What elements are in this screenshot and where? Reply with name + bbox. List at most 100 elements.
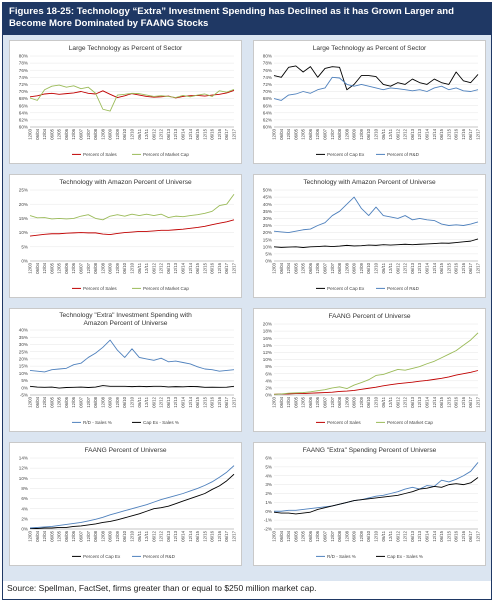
x-tick-label: 12/05 (57, 262, 62, 273)
chart-title: FAANG Percent of Universe (84, 447, 166, 454)
y-tick-label: 15% (19, 216, 28, 221)
x-tick-label: 12/13 (417, 128, 422, 139)
y-tick-label: 68% (19, 96, 28, 101)
x-tick-label: 12/04 (286, 530, 291, 541)
series-line-1 (274, 462, 479, 512)
source-note: Source: Spellman, FactSet, firms greater… (7, 583, 317, 593)
x-tick-label: 06/15 (439, 396, 444, 407)
x-tick-label: 12/08 (100, 530, 105, 541)
x-tick-label: 12/04 (42, 530, 47, 541)
series-line-2 (29, 385, 235, 389)
x-tick-label: 06/17 (224, 396, 229, 407)
legend-label: Cap Ex - Sales % (387, 554, 423, 559)
figure-title: Figures 18-25: Technology “Extra” Invest… (3, 3, 491, 35)
chart-svg: Technology "Extra" Investment Spending w… (19, 312, 237, 425)
x-tick-label: 12/04 (286, 128, 291, 139)
x-tick-label: 06/11 (137, 262, 142, 273)
y-tick-label: 1% (265, 500, 272, 505)
x-tick-label: 12/04 (286, 396, 291, 407)
x-tick-label: 12/09 (359, 128, 364, 139)
x-tick-label: 06/14 (181, 262, 186, 273)
x-tick-label: 06/07 (323, 262, 328, 273)
x-tick-label: 06/10 (366, 396, 371, 407)
x-tick-label: 06/07 (323, 530, 328, 541)
y-tick-label: 5% (265, 252, 272, 257)
chart-4: Technology with Amazon Percent of Univer… (253, 174, 486, 298)
y-tick-label: 80% (263, 54, 272, 59)
chart-title: Large Technology as Percent of Sector (69, 45, 183, 52)
y-tick-label: 72% (19, 82, 28, 87)
y-tick-label: 10% (19, 371, 28, 376)
x-tick-label: 12/09 (115, 396, 120, 407)
series-line-2 (273, 196, 479, 234)
y-tick-label: 74% (19, 75, 28, 80)
y-tick-label: 72% (263, 82, 272, 87)
x-tick-label: 12/12 (159, 262, 164, 273)
legend-label: R/D - Sales % (327, 554, 356, 559)
x-tick-label: 06/08 (93, 262, 98, 273)
x-tick-label: 12/13 (173, 262, 178, 273)
x-tick-label: 12/07 (86, 530, 91, 541)
x-tick-label: 12/05 (301, 396, 306, 407)
chart-6: FAANG Percent of Universe 0% 2% 4% 6% 8% 10% 12… (253, 308, 486, 432)
series-line-2 (273, 76, 479, 101)
y-tick-label: 0% (265, 259, 272, 264)
y-tick-label: 15% (19, 364, 28, 369)
x-tick-label: 12/13 (173, 396, 178, 407)
y-tick-label: 76% (263, 68, 272, 73)
x-tick-label: 06/09 (352, 530, 357, 541)
x-tick-label: 06/11 (137, 128, 142, 139)
x-tick-label: 06/13 (410, 530, 415, 541)
x-tick-label: 06/16 (454, 262, 459, 273)
x-tick-label: 06/15 (439, 530, 444, 541)
x-tick-label: 06/17 (468, 396, 473, 407)
legend-label: Percent of Market Cap (143, 152, 189, 157)
legend-label: Percent of Sales (327, 420, 361, 425)
x-tick-label: 12/09 (115, 530, 120, 541)
y-tick-label: 0% (21, 259, 28, 264)
x-tick-label: 12/11 (144, 396, 149, 407)
x-tick-label: 06/06 (308, 262, 313, 273)
y-tick-label: 20% (19, 202, 28, 207)
y-tick-label: 12% (263, 350, 272, 355)
chart-title: Technology with Amazon Percent of Univer… (303, 179, 436, 186)
x-tick-label: 06/05 (293, 128, 298, 139)
series-line-1 (30, 473, 235, 529)
x-tick-label: 12/12 (403, 396, 408, 407)
y-tick-label: 6% (21, 496, 28, 501)
series-line-1 (29, 339, 235, 373)
y-tick-label: 78% (19, 61, 28, 66)
x-tick-label: 06/17 (224, 262, 229, 273)
y-tick-label: -5% (20, 393, 28, 398)
x-tick-label: 06/15 (195, 262, 200, 273)
x-tick-label: 06/04 (279, 530, 284, 541)
x-tick-label: 12/12 (403, 530, 408, 541)
x-tick-label: 06/09 (108, 262, 113, 273)
x-tick-label: 12/04 (42, 396, 47, 407)
x-tick-label: 06/10 (366, 530, 371, 541)
y-tick-label: 64% (19, 110, 28, 115)
series-line-2 (273, 332, 479, 395)
y-tick-label: 76% (19, 68, 28, 73)
x-tick-label: 12/12 (159, 128, 164, 139)
x-tick-label: 12/17 (476, 530, 481, 541)
y-tick-label: 20% (263, 230, 272, 235)
x-tick-label: 12/16 (461, 262, 466, 273)
chart-svg: FAANG Percent of Universe 0% 2% 4% 6% 8% 10% 12… (19, 447, 237, 559)
x-tick-label: 06/16 (210, 262, 215, 273)
x-tick-label: 12/15 (202, 262, 207, 273)
x-tick-label: 06/14 (425, 530, 430, 541)
x-tick-label: 06/09 (108, 128, 113, 139)
x-tick-label: 06/08 (93, 396, 98, 407)
x-tick-label: 12/03 (28, 128, 33, 139)
x-tick-label: 06/13 (166, 396, 171, 407)
y-tick-label: 35% (263, 209, 272, 214)
x-tick-label: 06/07 (323, 128, 328, 139)
x-tick-label: 06/12 (395, 262, 400, 273)
x-tick-label: 12/14 (188, 530, 193, 541)
chart-2: Large Technology as Percent of Sector 60%… (253, 40, 486, 164)
y-tick-label: 70% (19, 89, 28, 94)
y-tick-label: 50% (263, 188, 272, 193)
x-tick-label: 06/04 (35, 128, 40, 139)
